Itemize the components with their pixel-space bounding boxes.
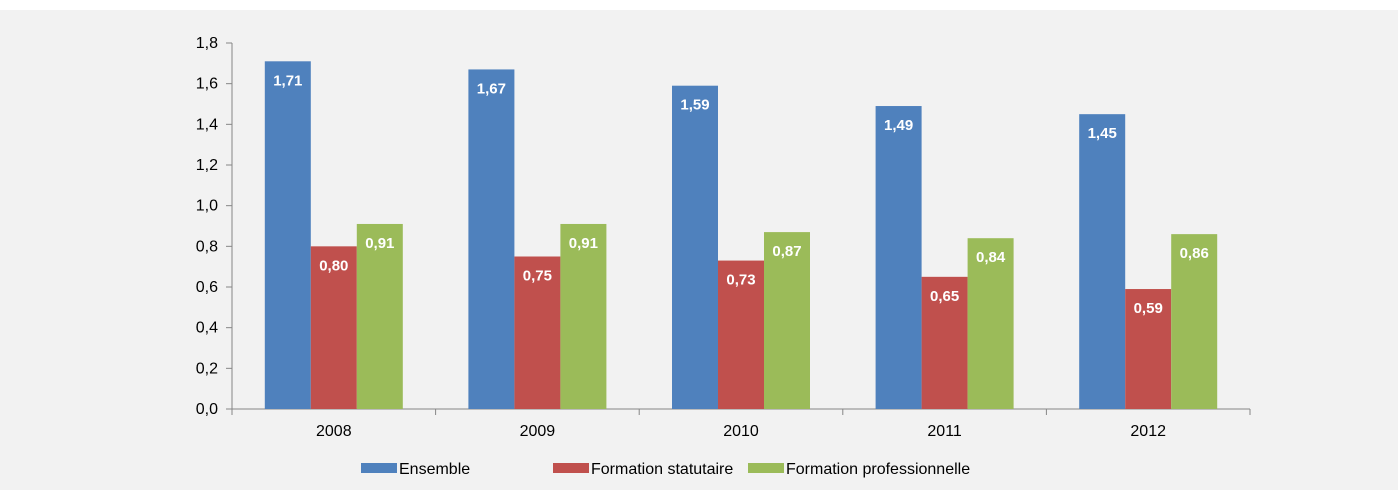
bar	[718, 260, 764, 409]
legend-swatch	[553, 463, 589, 473]
legend-label: Formation professionnelle	[786, 461, 970, 478]
bar	[967, 238, 1014, 409]
y-tick-label: 1,2	[196, 157, 218, 174]
bar	[356, 223, 403, 409]
x-tick-label: 2008	[316, 423, 352, 440]
y-tick-label: 0,4	[196, 320, 218, 337]
bar	[264, 61, 311, 410]
bar	[672, 85, 718, 409]
x-tick-label: 2009	[520, 423, 556, 440]
data-label: 1,45	[1088, 125, 1117, 142]
data-label: 1,67	[477, 80, 506, 97]
data-label: 0,59	[1134, 300, 1163, 317]
data-label: 0,84	[976, 249, 1006, 266]
legend-swatch	[748, 463, 784, 473]
y-tick-label: 0,2	[196, 360, 218, 377]
bar	[560, 223, 607, 409]
data-label: 0,87	[772, 243, 801, 260]
bar	[875, 106, 922, 410]
y-tick-label: 0,8	[196, 238, 218, 255]
bar	[468, 69, 515, 409]
data-label: 1,59	[680, 97, 709, 114]
x-tick-label: 2010	[723, 423, 759, 440]
bar	[514, 256, 561, 409]
legend-swatch	[361, 463, 397, 473]
data-label: 0,73	[726, 272, 755, 289]
bar	[1079, 114, 1126, 410]
legend-label: Ensemble	[399, 461, 470, 478]
data-label: 0,91	[569, 235, 598, 252]
data-label: 0,86	[1180, 245, 1209, 262]
y-tick-label: 1,6	[196, 76, 218, 93]
legend-label: Formation statutaire	[591, 461, 733, 478]
x-tick-label: 2012	[1130, 423, 1166, 440]
bar	[1125, 289, 1172, 409]
data-label: 0,65	[930, 288, 959, 305]
bar	[1171, 234, 1218, 409]
data-label: 0,80	[319, 257, 348, 274]
data-label: 0,91	[365, 235, 394, 252]
y-tick-label: 1,4	[196, 116, 218, 133]
y-tick-label: 0,6	[196, 279, 218, 296]
data-label: 0,75	[523, 268, 552, 285]
data-label: 1,49	[884, 117, 913, 134]
bar	[921, 276, 968, 409]
bar	[310, 246, 357, 409]
y-tick-label: 0,0	[196, 401, 218, 418]
data-label: 1,71	[273, 72, 302, 89]
x-tick-label: 2011	[927, 423, 962, 440]
bar	[764, 232, 810, 409]
y-tick-label: 1,0	[196, 198, 218, 215]
y-tick-label: 1,8	[196, 35, 218, 52]
